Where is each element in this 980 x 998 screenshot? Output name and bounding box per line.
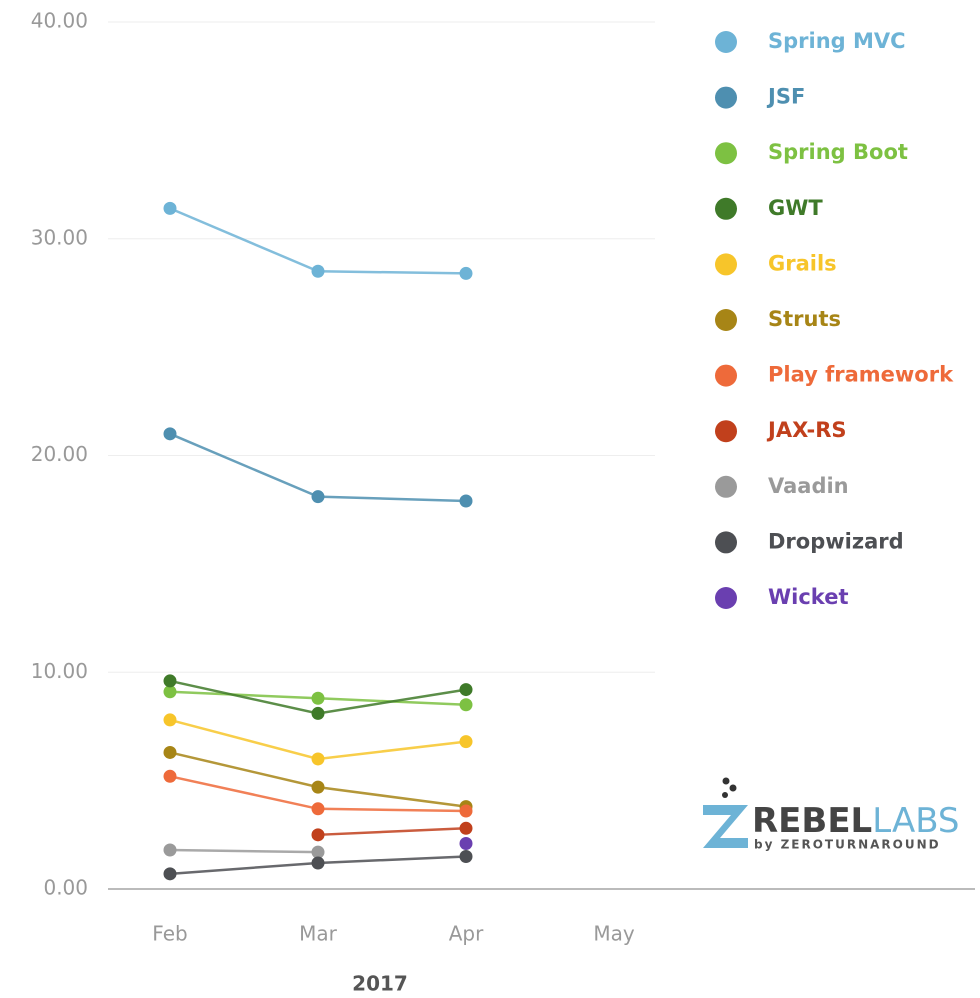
series-line	[169, 207, 467, 275]
legend-swatch	[715, 31, 737, 53]
legend-swatch	[715, 420, 737, 443]
x-tick-label: May	[593, 922, 635, 946]
legend-swatch	[715, 197, 737, 220]
data-point	[163, 674, 177, 688]
y-tick-label: 30.00	[31, 225, 88, 249]
data-point	[311, 780, 325, 794]
legend-label: Grails	[768, 251, 837, 275]
data-point	[459, 735, 473, 749]
data-point	[311, 264, 325, 278]
logo-dot	[729, 784, 737, 792]
logo-brand-a: REBEL	[752, 801, 872, 841]
y-tick-label: 10.00	[31, 659, 88, 683]
series-line	[317, 827, 467, 837]
y-tick-label: 20.00	[31, 442, 88, 466]
x-tick-label: Mar	[299, 922, 338, 946]
x-axis-label: 2017	[352, 972, 408, 996]
data-point	[459, 698, 473, 712]
logo-dot	[722, 792, 728, 798]
data-point	[311, 828, 325, 842]
data-point	[163, 843, 177, 857]
legend-swatch	[715, 475, 737, 498]
x-tick-label: Feb	[152, 922, 187, 946]
data-point	[163, 685, 177, 699]
legend-swatch	[715, 531, 737, 554]
data-point	[311, 845, 325, 859]
series-line	[169, 848, 319, 854]
data-point	[311, 691, 325, 705]
logo-tagline: by ZEROTURNAROUND	[754, 838, 941, 852]
logo-brand-b: LABS	[872, 801, 959, 841]
data-point	[311, 490, 325, 504]
legend-label: Spring MVC	[768, 29, 906, 53]
logo-z	[703, 805, 748, 848]
data-point	[459, 804, 473, 818]
data-point	[459, 849, 473, 863]
legend-swatch	[715, 364, 737, 387]
data-point	[311, 802, 325, 816]
data-point	[311, 752, 325, 766]
legend-swatch	[715, 86, 737, 109]
y-tick-label: 40.00	[31, 9, 88, 33]
y-tick-label: 0.00	[43, 876, 88, 900]
data-point	[459, 821, 473, 835]
logo-brand: REBELLABS	[752, 801, 960, 841]
data-point	[459, 266, 473, 280]
data-point	[163, 745, 177, 759]
data-point	[459, 683, 473, 697]
legend-label: Spring Boot	[768, 140, 908, 164]
data-point	[311, 706, 325, 720]
data-point	[163, 769, 177, 783]
legend-label: JAX-RS	[766, 418, 847, 442]
legend-swatch	[715, 142, 737, 165]
data-point	[163, 427, 177, 441]
legend-label: Play framework	[768, 363, 954, 387]
x-tick-label: Apr	[449, 922, 484, 946]
legend-label: GWT	[768, 196, 823, 220]
data-point	[163, 713, 177, 727]
data-point	[459, 494, 473, 508]
legend-swatch	[715, 309, 737, 331]
legend-label: Vaadin	[768, 474, 849, 498]
logo: REBELLABS by ZEROTURNAROUND	[703, 777, 960, 852]
legend-label: JSF	[766, 85, 805, 109]
logo-dot	[722, 777, 730, 785]
legend-swatch	[715, 587, 737, 609]
legend-label: Dropwizard	[768, 529, 904, 553]
data-point	[459, 836, 473, 850]
legend-label: Struts	[768, 307, 841, 331]
data-point	[163, 201, 177, 215]
data-point	[311, 856, 325, 870]
legend-swatch	[715, 253, 737, 276]
data-point	[163, 867, 177, 881]
legend-label: Wicket	[768, 585, 849, 609]
